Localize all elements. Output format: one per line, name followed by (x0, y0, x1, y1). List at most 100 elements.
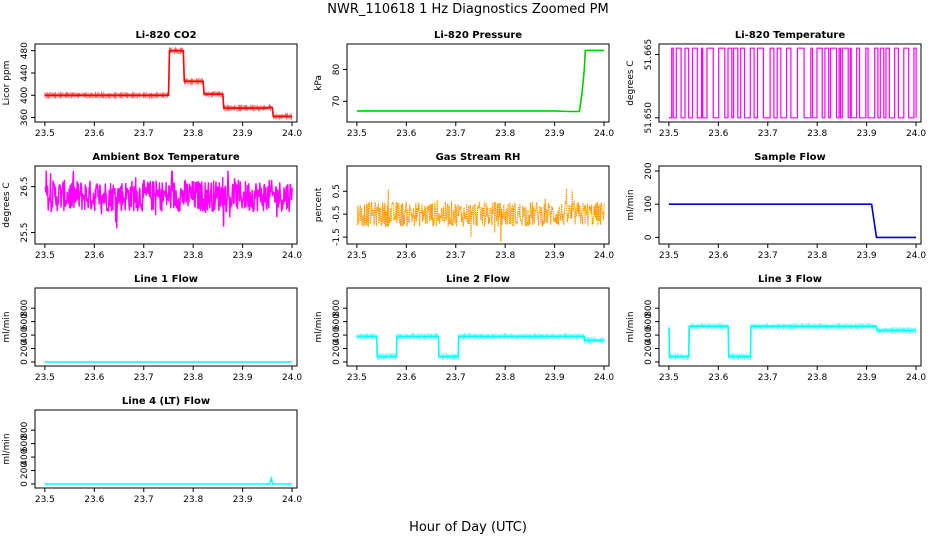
x-tick-label: 23.7 (446, 251, 466, 261)
x-tick-label: 23.6 (396, 373, 416, 383)
x-tick-label: 24.0 (906, 373, 926, 383)
x-tick-label: 23.6 (84, 495, 104, 505)
x-tick-label: 24.0 (594, 251, 614, 261)
x-tick-label: 23.7 (758, 251, 778, 261)
panel-title: Gas Stream RH (436, 152, 521, 163)
panel-line2: Line 2 Flow ml/min 23.5 23.6 23.7 23.8 23.9 24.… (314, 274, 614, 383)
y-axis-label: ml/min (2, 433, 12, 464)
panel-licor_temp: Li-820 Temperature degrees C 23.5 23.6 23.7 2… (626, 30, 926, 139)
x-tick-label: 23.7 (758, 373, 778, 383)
y-tick-label: 200 (20, 340, 30, 357)
x-tick-label: 23.5 (659, 129, 679, 139)
y-axis-label: kPa (314, 75, 324, 91)
x-tick-label: 23.5 (35, 373, 55, 383)
x-tick-label: 23.8 (495, 373, 515, 383)
series-samples (44, 47, 292, 120)
y-tick-label: 200 (644, 162, 654, 179)
series-line (356, 188, 605, 242)
y-tick-label: 600 (332, 313, 342, 330)
x-tick-label: 24.0 (282, 251, 302, 261)
x-tick-label: 23.8 (183, 373, 203, 383)
y-tick-label: 0 (20, 481, 30, 487)
x-tick-label: 23.8 (807, 129, 827, 139)
panel-box_temp: Ambient Box Temperature degrees C 23.5 23.6… (2, 152, 302, 261)
y-tick-label: 80 (332, 64, 342, 76)
x-tick-label: 23.9 (233, 495, 253, 505)
x-tick-label: 23.9 (857, 251, 877, 261)
y-tick-label: 100 (644, 195, 654, 212)
y-tick-label: -0.5 (332, 205, 342, 223)
y-tick-label: 600 (644, 313, 654, 330)
series-samples (668, 322, 916, 360)
plot-frame (34, 409, 298, 489)
y-axis-label: ml/min (314, 311, 324, 342)
panel-sample_flow: Sample Flow ml/min 23.5 23.6 23.7 23.8 23.9 24.… (626, 152, 926, 261)
x-tick-label: 23.8 (495, 251, 515, 261)
x-tick-label: 23.6 (396, 251, 416, 261)
x-tick-label: 23.6 (396, 129, 416, 139)
x-tick-label: 23.9 (233, 129, 253, 139)
series-line (668, 325, 917, 358)
x-tick-label: 23.6 (84, 373, 104, 383)
x-tick-label: 23.9 (857, 129, 877, 139)
x-tick-label: 23.5 (35, 251, 55, 261)
x-tick-label: 24.0 (594, 373, 614, 383)
x-tick-label: 24.0 (906, 129, 926, 139)
plot-frame (34, 287, 298, 367)
y-axis-label: ml/min (626, 189, 636, 220)
x-tick-label: 23.6 (708, 129, 728, 139)
x-tick-label: 23.5 (659, 373, 679, 383)
x-tick-label: 24.0 (906, 251, 926, 261)
plot-frame (34, 165, 298, 245)
plot-frame (658, 287, 922, 367)
plot-frame (346, 287, 610, 367)
panel-title: Line 4 (LT) Flow (122, 396, 210, 407)
x-tick-label: 23.5 (347, 251, 367, 261)
plot-frame (658, 165, 922, 245)
y-tick-label: 400 (20, 326, 30, 343)
series-line (356, 335, 605, 358)
x-tick-label: 23.7 (134, 495, 154, 505)
x-tick-label: 23.6 (708, 251, 728, 261)
y-tick-label: 0.5 (332, 184, 342, 198)
x-tick-label: 23.9 (545, 373, 565, 383)
series-samples (356, 332, 605, 361)
x-tick-label: 24.0 (594, 129, 614, 139)
y-tick-label: 400 (644, 326, 654, 343)
x-tick-label: 23.6 (708, 373, 728, 383)
series-line (668, 47, 917, 119)
panel-line1: Line 1 Flow ml/min 23.5 23.6 23.7 23.8 23.9 24.… (2, 274, 302, 383)
panel-title: Li-820 Temperature (735, 30, 845, 41)
x-tick-label: 24.0 (282, 129, 302, 139)
y-axis-label: Licor ppm (2, 61, 12, 106)
y-axis-label: ml/min (626, 311, 636, 342)
y-tick-label: 200 (332, 340, 342, 357)
y-tick-label: 0 (332, 359, 342, 365)
x-tick-label: 23.7 (134, 373, 154, 383)
x-tick-label: 23.7 (446, 129, 466, 139)
y-axis-label: ml/min (2, 311, 12, 342)
panel-title: Sample Flow (754, 152, 826, 163)
y-tick-label: 400 (20, 86, 30, 103)
y-tick-label: 200 (20, 462, 30, 479)
x-tick-label: 23.7 (134, 129, 154, 139)
y-axis-label: percent (314, 187, 324, 222)
x-tick-label: 23.7 (446, 373, 466, 383)
panel-title: Li-820 Pressure (434, 30, 522, 41)
y-tick-label: 600 (20, 435, 30, 452)
panel-title: Ambient Box Temperature (92, 152, 239, 163)
y-tick-label: 440 (20, 64, 30, 81)
series-line (668, 203, 917, 239)
x-tick-label: 23.8 (183, 129, 203, 139)
x-tick-label: 23.5 (347, 373, 367, 383)
panel-line3: Line 3 Flow ml/min 23.5 23.6 23.7 23.8 23.9 24.… (626, 274, 926, 383)
x-tick-label: 23.6 (84, 251, 104, 261)
x-tick-label: 23.6 (84, 129, 104, 139)
panel-title: Line 2 Flow (446, 274, 510, 285)
y-tick-label: 400 (20, 448, 30, 465)
y-tick-label: 800 (20, 421, 30, 438)
x-tick-label: 23.7 (134, 251, 154, 261)
panel-line4: Line 4 (LT) Flow ml/min 23.5 23.6 23.7 23.8 23… (2, 396, 302, 505)
y-axis-label: degrees C (626, 60, 636, 105)
